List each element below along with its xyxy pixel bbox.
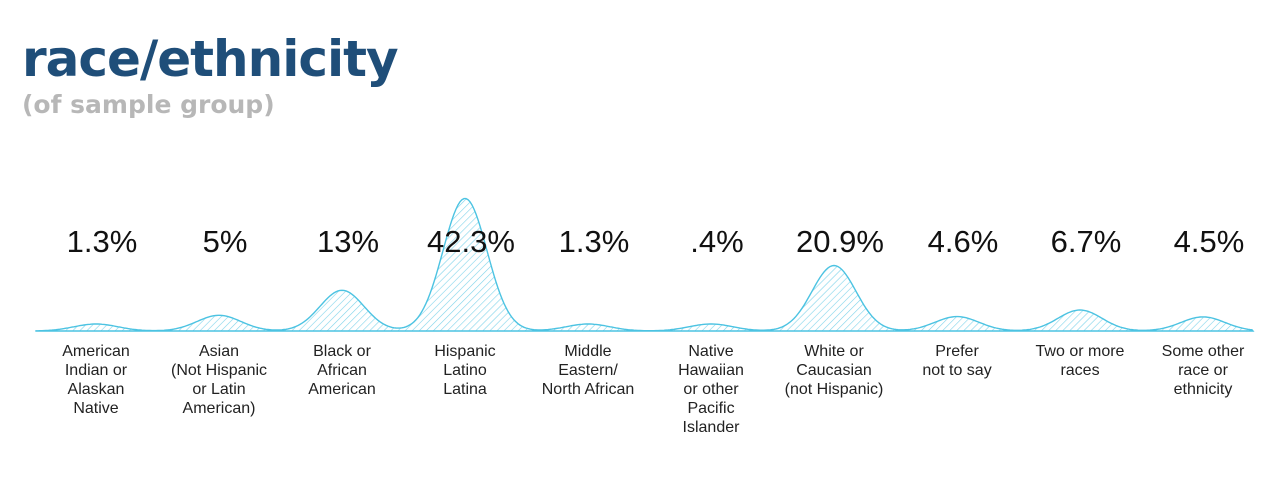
category-label: Hispanic Latino Latina bbox=[434, 343, 495, 398]
value-label: 5% bbox=[203, 224, 248, 259]
category-label: Prefer not to say bbox=[922, 343, 991, 379]
category-label: Black or African American bbox=[308, 343, 376, 398]
value-label: .4% bbox=[690, 224, 743, 259]
value-label: 1.3% bbox=[559, 224, 630, 259]
category-label: Asian (Not Hispanic or Latin American) bbox=[171, 343, 267, 417]
value-label: 6.7% bbox=[1051, 224, 1122, 259]
category-label: American Indian or Alaskan Native bbox=[62, 343, 130, 417]
category-label: Middle Eastern/North African bbox=[542, 343, 634, 398]
value-label: 4.5% bbox=[1174, 224, 1245, 259]
value-label: 13% bbox=[317, 224, 379, 259]
category-label: Some other race or ethnicity bbox=[1162, 343, 1245, 398]
chart-subtitle: (of sample group) bbox=[22, 90, 275, 119]
value-label: 1.3% bbox=[67, 224, 138, 259]
category-label: White or Caucasian (not Hispanic) bbox=[785, 343, 884, 398]
value-label: 4.6% bbox=[928, 224, 999, 259]
value-label: 42.3% bbox=[427, 224, 515, 259]
category-label: Native Hawaiian or other Pacific Islander bbox=[678, 343, 744, 436]
value-label: 20.9% bbox=[796, 224, 884, 259]
distribution-area bbox=[35, 197, 1255, 332]
category-label: Two or more races bbox=[1036, 343, 1125, 379]
chart-title: race/ethnicity bbox=[22, 30, 399, 88]
